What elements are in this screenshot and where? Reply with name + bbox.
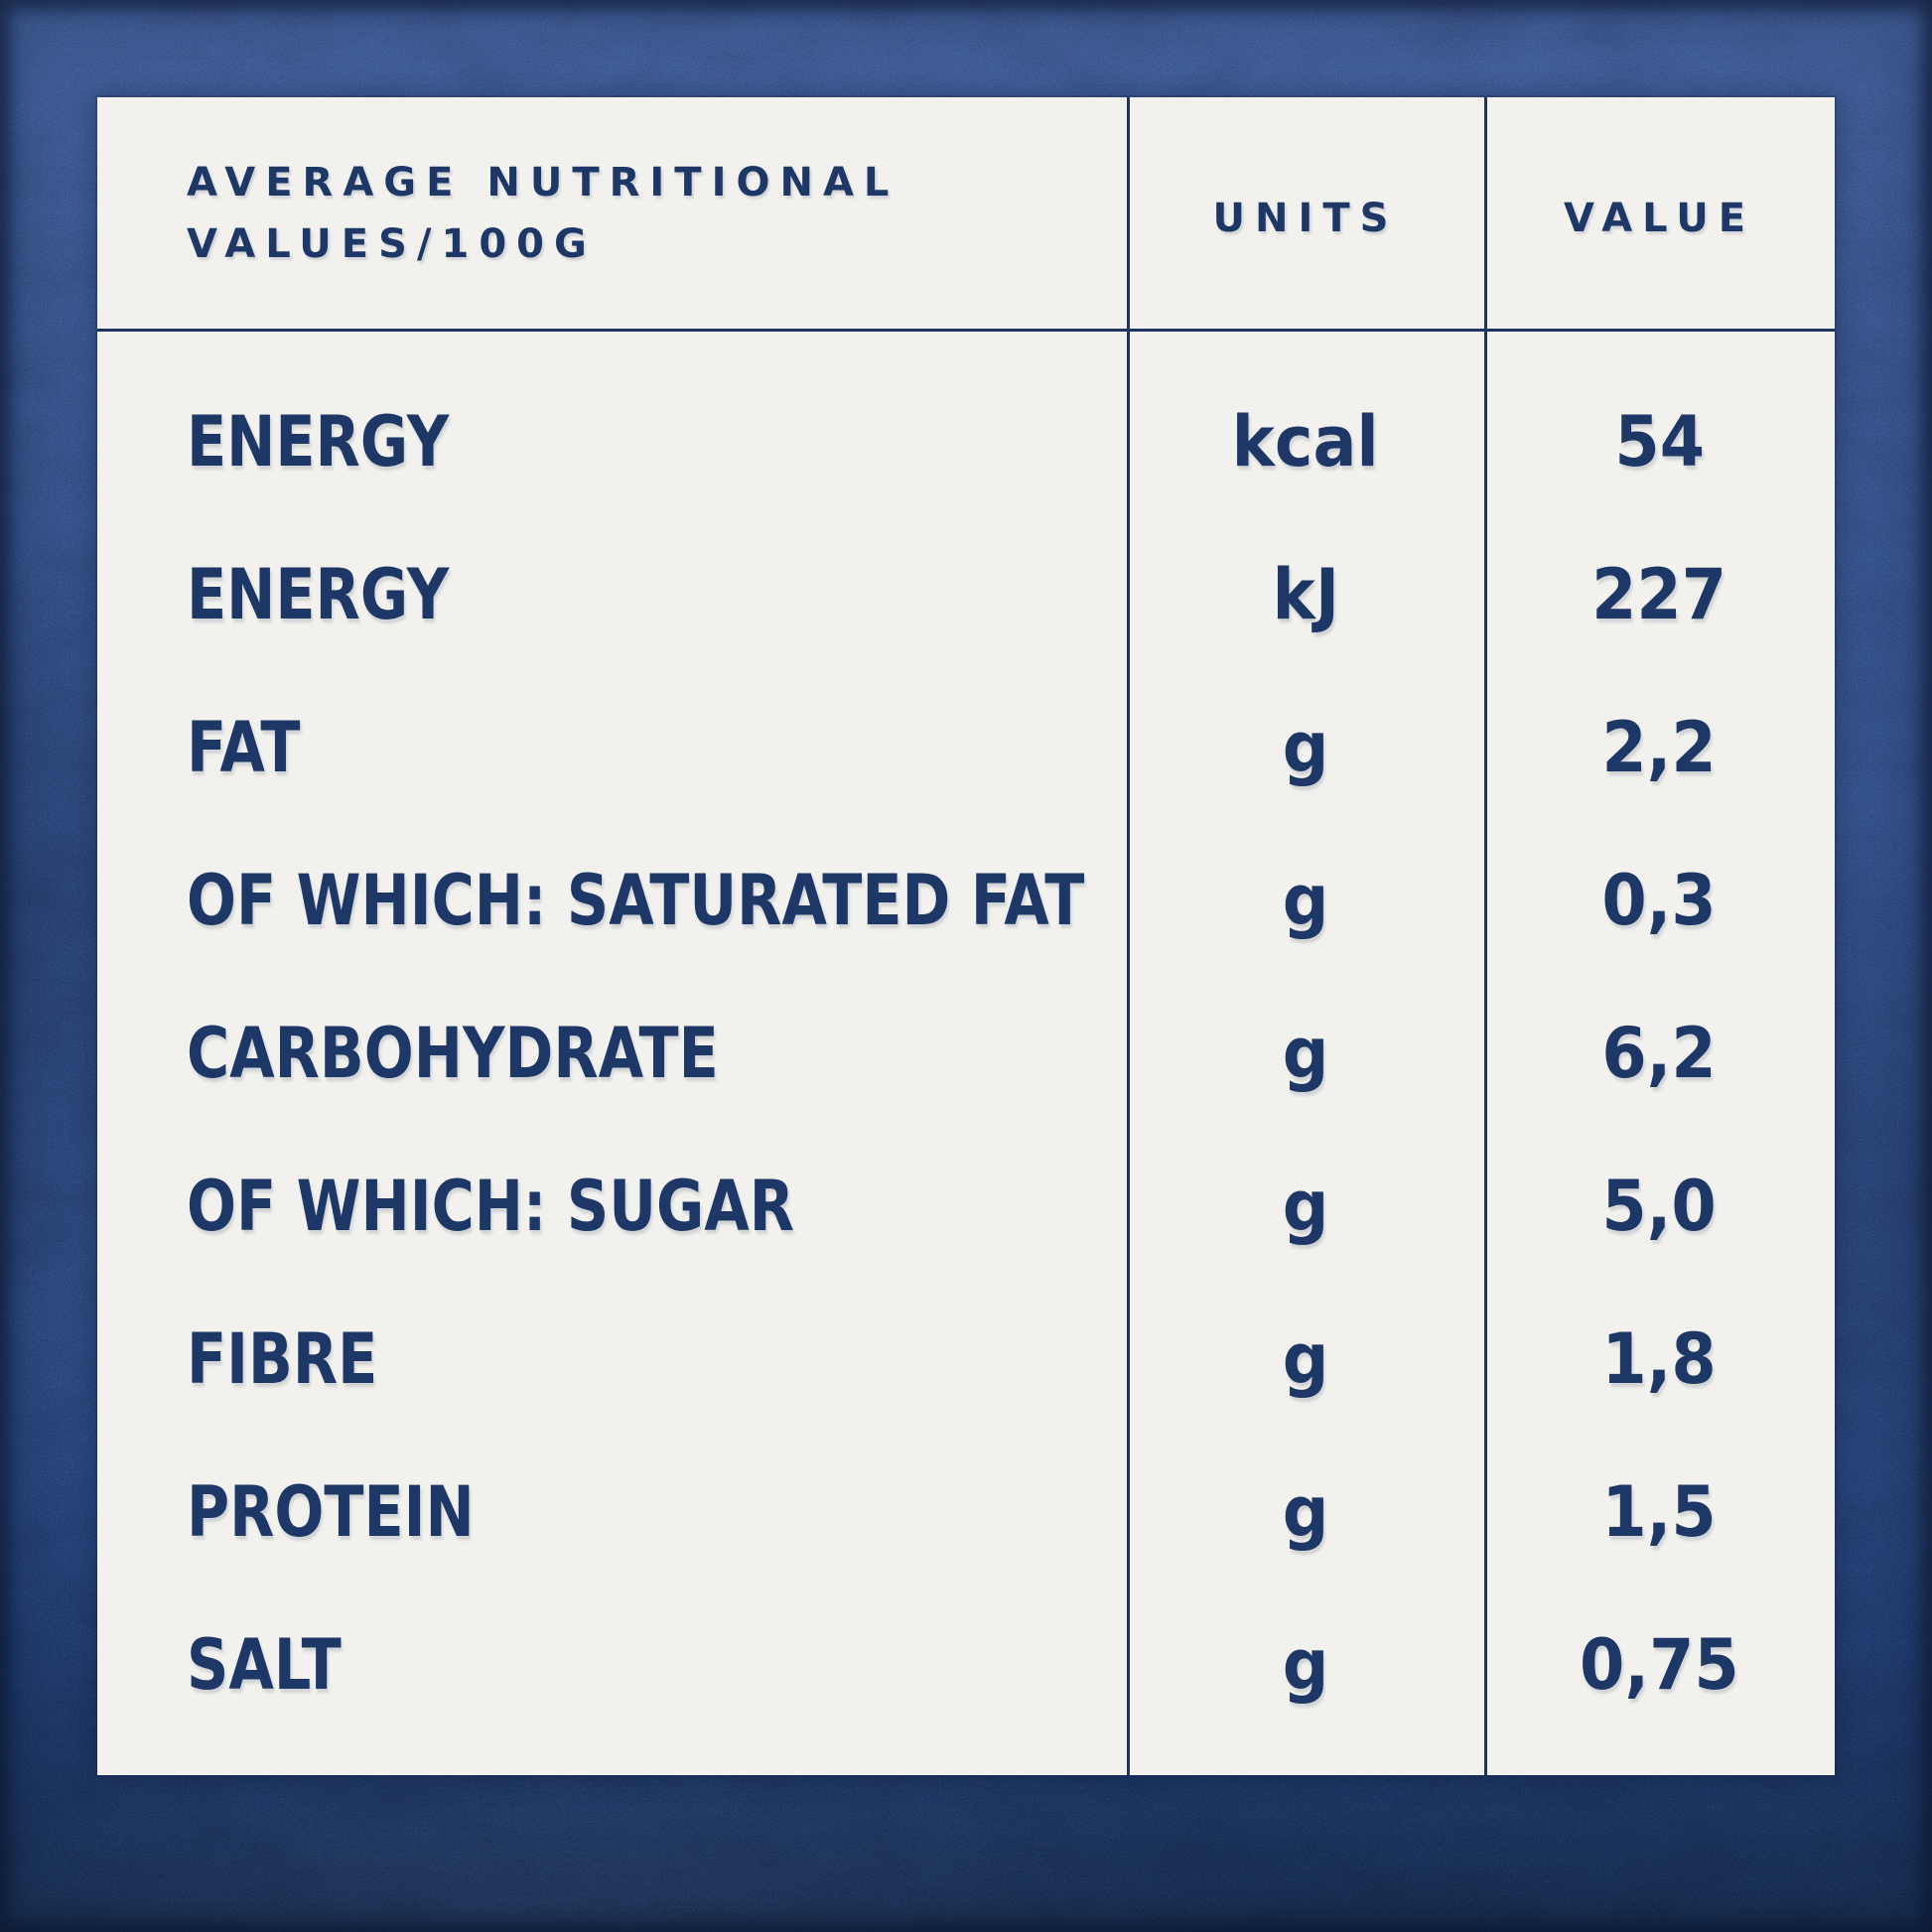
nutrient-value: 0,3: [1601, 860, 1718, 941]
header-value: VALUE: [1563, 195, 1756, 241]
nutrient-value: 227: [1591, 554, 1727, 635]
nutrient-unit: g: [1282, 1166, 1329, 1247]
nutrient-label: FAT: [187, 707, 301, 788]
table-row: CARBOHYDRATE g 6,2: [97, 977, 1835, 1130]
table-row: FAT g 2,2: [97, 671, 1835, 824]
table-row: SALT g 0,75: [97, 1588, 1835, 1741]
table-row: ENERGY kJ 227: [97, 518, 1835, 671]
nutrient-label: OF WHICH: SATURATED FAT: [187, 860, 1085, 941]
nutrient-label: ENERGY: [187, 554, 450, 635]
nutrient-value: 0,75: [1580, 1624, 1739, 1706]
nutrient-value: 6,2: [1601, 1013, 1718, 1094]
nutrient-unit: g: [1282, 1471, 1329, 1553]
nutrient-unit: kcal: [1231, 401, 1380, 483]
header-nutrients: AVERAGE NUTRITIONAL VALUES/100G: [187, 159, 899, 267]
nutrient-label: ENERGY: [187, 401, 450, 483]
nutrient-unit: g: [1282, 707, 1329, 788]
table-row: PROTEIN g 1,5: [97, 1436, 1835, 1588]
nutrient-value: 54: [1614, 401, 1705, 483]
table-row: OF WHICH: SUGAR g 5,0: [97, 1130, 1835, 1283]
nutrient-unit: g: [1282, 1318, 1329, 1400]
table-rows: ENERGY kcal 54 ENERGY kJ 227 FAT g 2,2 O…: [97, 332, 1835, 1775]
nutrition-table: AVERAGE NUTRITIONAL VALUES/100G UNITS VA…: [97, 97, 1835, 1775]
nutrient-unit: g: [1282, 1013, 1329, 1094]
nutrient-label: CARBOHYDRATE: [187, 1013, 719, 1094]
column-divider-units: [1127, 97, 1130, 1775]
nutrient-label: OF WHICH: SUGAR: [187, 1166, 795, 1247]
table-row: OF WHICH: SATURATED FAT g 0,3: [97, 824, 1835, 977]
nutrient-value: 5,0: [1601, 1166, 1718, 1247]
table-row: FIBRE g 1,8: [97, 1283, 1835, 1436]
nutrient-value: 1,8: [1601, 1318, 1718, 1400]
nutrient-unit: g: [1282, 860, 1329, 941]
nutrient-label: SALT: [187, 1624, 342, 1706]
table-header-row: AVERAGE NUTRITIONAL VALUES/100G UNITS VA…: [97, 97, 1835, 329]
header-units: UNITS: [1212, 195, 1399, 241]
nutrient-label: FIBRE: [187, 1318, 378, 1400]
nutrient-label: PROTEIN: [187, 1471, 475, 1553]
nutrient-value: 2,2: [1601, 707, 1718, 788]
header-divider-line: [97, 329, 1835, 332]
nutrient-value: 1,5: [1601, 1471, 1718, 1553]
column-divider-value: [1484, 97, 1487, 1775]
nutrient-unit: g: [1282, 1624, 1329, 1706]
table-row: ENERGY kcal 54: [97, 365, 1835, 518]
nutrient-unit: kJ: [1272, 554, 1339, 635]
